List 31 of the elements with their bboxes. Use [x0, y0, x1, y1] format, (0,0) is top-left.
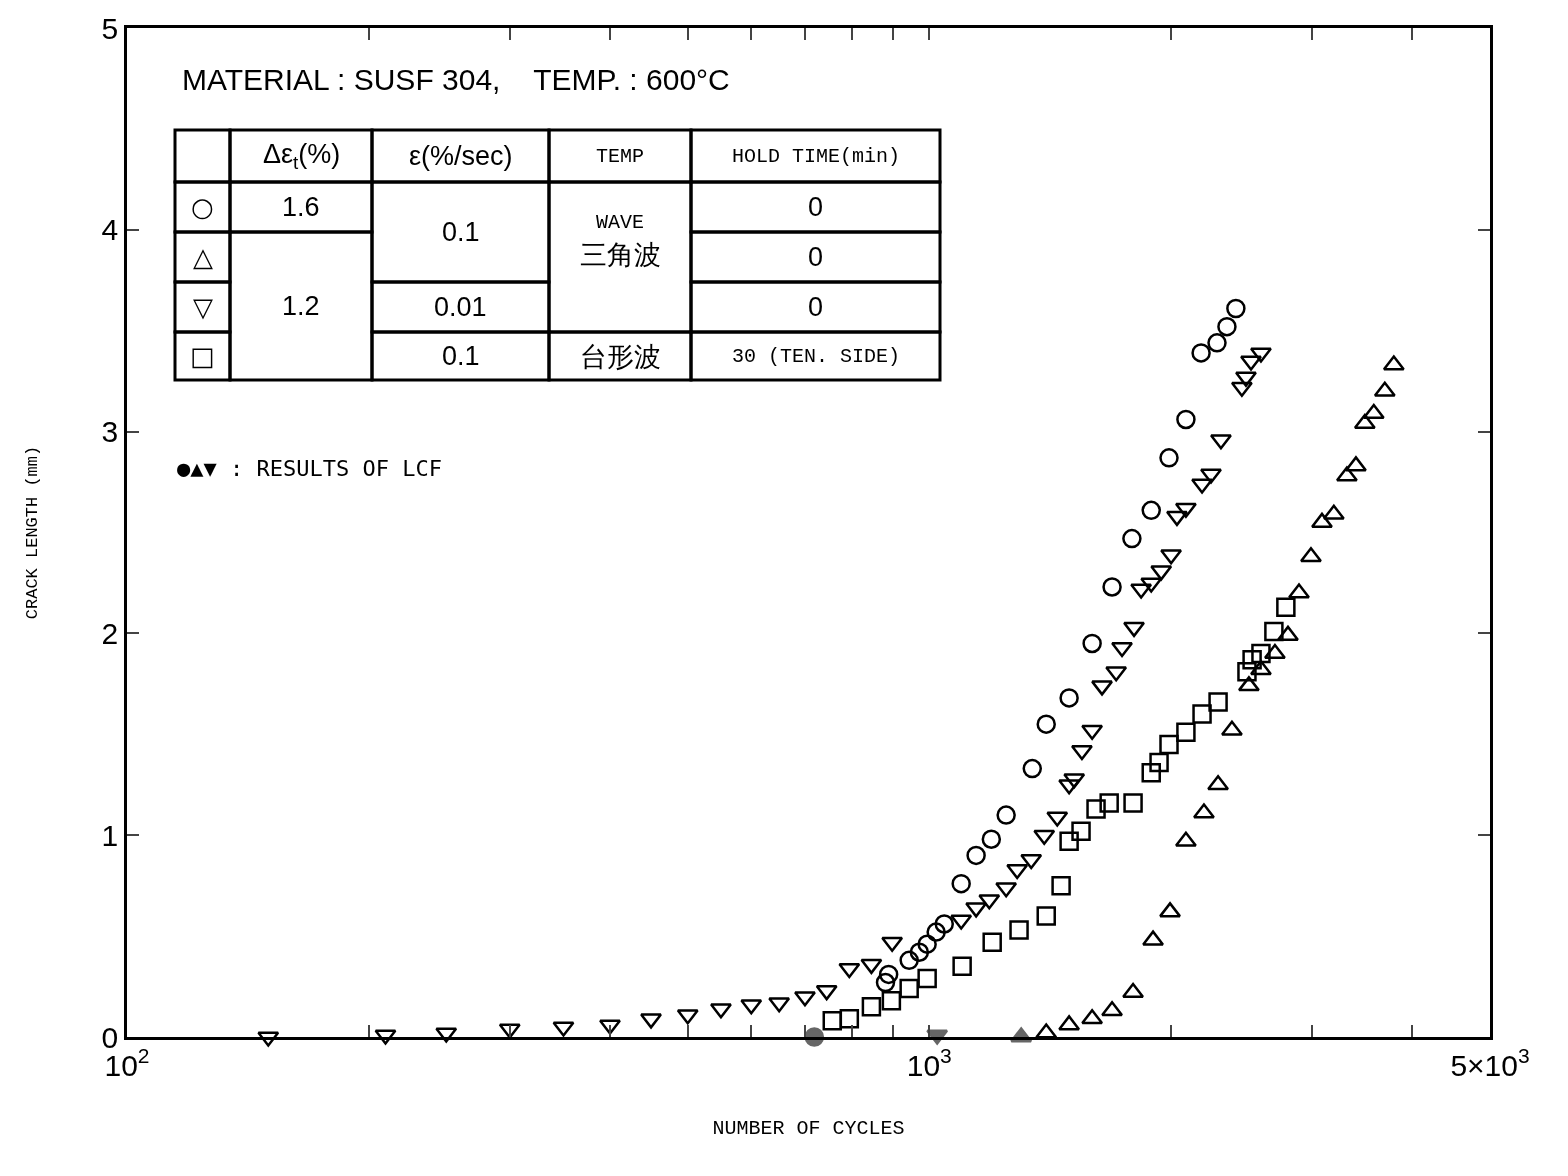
annotation: △ [193, 242, 213, 272]
annotation: WAVE [596, 211, 645, 234]
annotation: 0.01 [434, 292, 487, 322]
annotation: 0 [808, 292, 824, 322]
annotation: ▽ [193, 292, 213, 322]
annotation: 30 (TEN. SIDE) [732, 345, 901, 368]
y-tick-label: 1 [101, 818, 119, 852]
x-tick-label: 10$^{3}$ [906, 1044, 952, 1082]
y-axis-title: CRACK LENGTH (mm) [23, 445, 43, 620]
y-tick-label: 2 [101, 616, 119, 650]
y-tick-label: 5 [101, 11, 119, 45]
annotation: 0 [808, 242, 824, 272]
annotation: Δε$_{t}$(%) [263, 139, 341, 173]
y-tick-label: 3 [101, 415, 119, 449]
annotation: TEMP [596, 145, 645, 168]
annotation: □ [190, 341, 215, 371]
annotation: 三角波 [580, 239, 661, 270]
x-tick-label: 5×10$^{3}$ [1450, 1044, 1530, 1082]
annotation: ε(%/sec) [409, 141, 513, 171]
annotation: 0.1 [442, 341, 480, 371]
annotation: 台形波 [580, 341, 661, 372]
x-axis-title: NUMBER OF CYCLES [712, 1117, 905, 1141]
annotation: 1.6 [282, 192, 320, 222]
y-tick-label: 4 [101, 213, 119, 247]
annotation: HOLD TIME(min) [732, 145, 901, 168]
annotation: MATERIAL : SUSF 304, TEMP. : 600°C [182, 63, 730, 96]
annotation: 0 [808, 192, 824, 222]
annotation: ○ [191, 192, 214, 222]
annotation: ●▲▼ : RESULTS OF LCF [177, 456, 442, 481]
annotation: 0.1 [442, 217, 480, 247]
annotation: 1.2 [282, 291, 320, 321]
